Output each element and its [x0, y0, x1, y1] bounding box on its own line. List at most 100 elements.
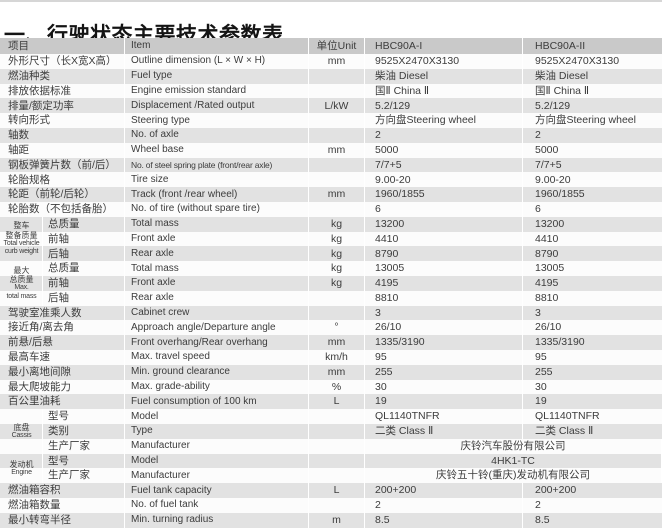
row-value-hbc90a-1: 2 [365, 127, 523, 143]
row-value-hbc90a-2: 1960/1855 [535, 188, 585, 201]
row-label-en: Rear axle [125, 246, 309, 262]
section-spacer-cell [0, 246, 43, 262]
row-value-hbc90a-1: 255 [365, 364, 523, 380]
row-label-en: Fuel tank capacity [125, 483, 309, 498]
row-value-hbc90a-2: 国Ⅱ China Ⅱ [535, 84, 590, 97]
row-value-hbc90a-1: 5000 [365, 142, 523, 158]
row-label-en: Cabinet crew [125, 305, 309, 321]
table-row: 轮胎规格 Tire size 9.00-20 9.00-20 [0, 172, 662, 188]
row-label-en: No. of steel spring plate (front/rear ax… [125, 157, 309, 173]
table-row: 型号 Model QL1140TNFR QL1140TNFR [0, 409, 662, 424]
row-value-hbc90a-1: 8810 [365, 290, 523, 306]
row-label-en: Approach angle/Departure angle [125, 320, 309, 336]
row-label-en: Front overhang/Rear overhang [125, 335, 309, 350]
row-unit: L [309, 483, 365, 498]
section-spacer-cell [0, 468, 43, 484]
row-value-hbc90a-2: 8.5 [535, 513, 550, 526]
row-label-cn: 轮胎数（不包括备胎） [0, 201, 125, 217]
row-label-cn: 型号 [43, 409, 125, 424]
row-label-en: Fuel consumption of 100 km [125, 394, 309, 410]
row-value-hbc90a-1: 13005 [365, 261, 523, 276]
row-value-hbc90a-1: 8.5 [365, 512, 523, 528]
row-unit: mm [309, 142, 365, 158]
row-label-en: Track (front /rear wheel) [125, 187, 309, 202]
table-row: 后轴 Rear axle 8810 8810 [0, 290, 662, 306]
table-row: 排放依据标准 Engine emission standard 国Ⅱ China… [0, 83, 662, 99]
row-value-hbc90a-1: 1960/1855 [365, 187, 523, 202]
table-row: 后轴 Rear axle kg 8790 8790 [0, 246, 662, 262]
row-label-cn: 总质量 [43, 261, 125, 276]
row-unit: mm [309, 54, 365, 69]
row-label-en: Front axle [125, 231, 309, 247]
table-row: 最小转弯半径 Min. turning radius m 8.5 8.5 [0, 512, 662, 528]
row-unit: kg [309, 216, 365, 232]
row-label-cn: 最小离地间隙 [0, 364, 125, 380]
table-row: 类别 Type 二类 Class Ⅱ 二类 Class Ⅱ [0, 423, 662, 439]
table-row: 型号 Model 4HK1-TC [0, 453, 662, 469]
row-label-cn: 生产厂家 [43, 468, 125, 484]
row-unit [309, 172, 365, 188]
row-value-hbc90a-1: 95 [365, 349, 523, 365]
row-label-en: No. of axle [125, 127, 309, 143]
row-value-hbc90a-2: 3 [535, 306, 541, 319]
row-value-hbc90a-2: 5000 [535, 143, 559, 156]
row-label-en: Rear axle [125, 290, 309, 306]
row-value-span: 4HK1-TC [365, 453, 662, 469]
row-value-hbc90a-2: 4195 [535, 277, 559, 290]
row-label-en: Steering type [125, 113, 309, 128]
table-row: 生产厂家 Manufacturer 庆铃五十铃(重庆)发动机有限公司 [0, 468, 662, 484]
table-row: 前悬/后悬 Front overhang/Rear overhang mm 13… [0, 335, 662, 350]
row-label-en: Min. turning radius [125, 512, 309, 528]
row-unit: % [309, 379, 365, 395]
top-divider-line [0, 0, 662, 2]
spec-table-body: 外形尺寸（长X宽X高） Outline dimension (L × W × H… [0, 54, 662, 528]
table-row: 外形尺寸（长X宽X高） Outline dimension (L × W × H… [0, 54, 662, 69]
table-row: 总质量 Total mass kg 13005 13005 [0, 261, 662, 276]
row-label-en: Model [125, 409, 309, 424]
row-label-cn: 燃油箱数量 [0, 497, 125, 513]
row-value-hbc90a-2: 9525X2470X3130 [535, 55, 620, 68]
row-value-hbc90a-2: 30 [535, 380, 547, 393]
row-unit [309, 83, 365, 99]
row-value-hbc90a-1: 26/10 [365, 320, 523, 336]
row-label-cn: 前轴 [43, 231, 125, 247]
row-value-hbc90a-2: 4410 [535, 232, 559, 245]
row-label-en: Outline dimension (L × W × H) [125, 54, 309, 69]
row-unit [309, 409, 365, 424]
row-label-en: Max. travel speed [125, 349, 309, 365]
row-value-hbc90a-1: 3 [365, 305, 523, 321]
row-label-en: Engine emission standard [125, 83, 309, 99]
row-label-en: Manufacturer [125, 468, 309, 484]
row-label-cn: 轴距 [0, 142, 125, 158]
row-unit: mm [309, 364, 365, 380]
header-model-1: HBC90A-I [365, 38, 523, 54]
row-value-hbc90a-2: 200+200 [535, 484, 577, 497]
row-value-hbc90a-2: 7/7+5 [535, 158, 562, 171]
row-label-cn: 前悬/后悬 [0, 335, 125, 350]
row-label-cn: 排量/额定功率 [0, 98, 125, 114]
row-unit: L/kW [309, 98, 365, 114]
row-value-hbc90a-2: 6 [535, 203, 541, 216]
table-header-row: 项目 Item 单位Unit HBC90A-I HBC90A-II [0, 38, 662, 54]
row-label-cn: 外形尺寸（长X宽X高） [0, 54, 125, 69]
section-spacer-cell [0, 290, 43, 306]
row-value-hbc90a-2: 8810 [535, 291, 559, 304]
row-value-hbc90a-1: QL1140TNFR [365, 409, 523, 424]
row-unit: kg [309, 275, 365, 291]
row-value-hbc90a-2: 8790 [535, 247, 559, 260]
row-value-hbc90a-2: 2 [535, 129, 541, 142]
table-row: 轮胎数（不包括备胎） No. of tire (without spare ti… [0, 201, 662, 217]
row-value-hbc90a-1: 200+200 [365, 483, 523, 498]
table-row: 接近角/离去角 Approach angle/Departure angle °… [0, 320, 662, 336]
row-value-hbc90a-2: 255 [535, 365, 553, 378]
row-unit: m [309, 512, 365, 528]
row-label-cn: 前轴 [43, 275, 125, 291]
section-spacer-cell [0, 231, 43, 247]
row-label-cn: 生产厂家 [43, 438, 125, 454]
row-label-en: Type [125, 423, 309, 439]
row-value-span: 庆铃汽车股份有限公司 [365, 438, 662, 454]
section-spacer-cell [0, 275, 43, 291]
row-value-hbc90a-2: QL1140TNFR [535, 410, 600, 423]
table-row: 钢板弹簧片数（前/后） No. of steel spring plate (f… [0, 157, 662, 173]
row-value-hbc90a-1: 9525X2470X3130 [365, 54, 523, 69]
